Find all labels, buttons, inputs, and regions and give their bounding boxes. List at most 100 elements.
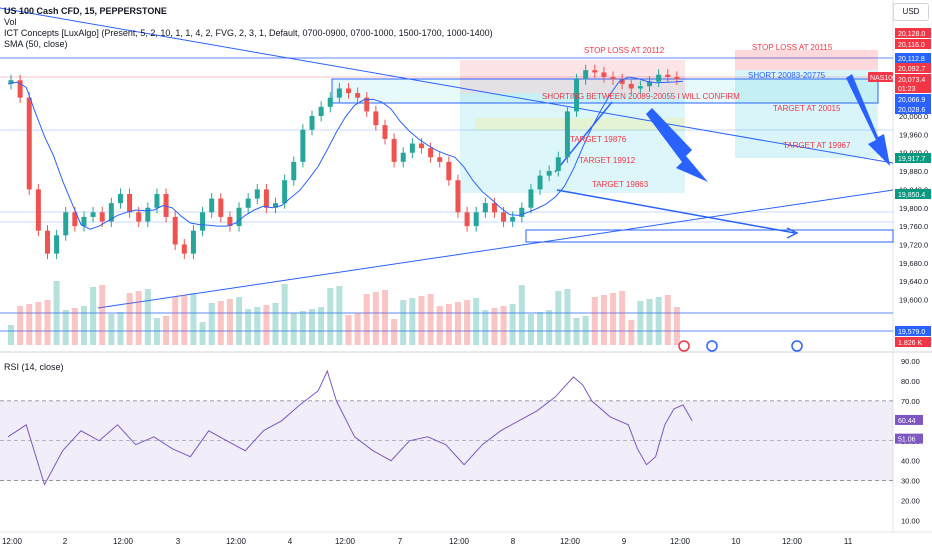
rsi-axis-label: 40.00	[901, 457, 920, 466]
chart-annotation: STOP LOSS AT 20112	[584, 46, 665, 55]
volume-bar	[236, 297, 243, 345]
currency-button[interactable]: USD	[893, 3, 929, 21]
candle-body	[656, 74, 662, 82]
volume-bar	[35, 302, 42, 345]
candle-body	[373, 111, 379, 126]
candle-body	[628, 83, 634, 89]
rsi-value-tag-bg	[895, 414, 923, 425]
rsi-axis-label: 80.00	[901, 377, 920, 386]
price-axis-label: 19,760.0	[899, 222, 928, 231]
volume-bar	[217, 301, 224, 345]
rsi-axis-label: 70.00	[901, 397, 920, 406]
time-axis-label: 12:00	[670, 537, 691, 546]
symbol-tag-label: NAS100	[870, 75, 896, 82]
time-axis-label: 12:00	[2, 537, 23, 546]
time-axis-label: 2	[63, 537, 68, 546]
volume-bar	[582, 316, 589, 345]
volume-bar	[44, 300, 51, 345]
chart-annotation: TARGET AT 20015	[773, 104, 841, 113]
rsi-value-tag: 60.44	[898, 418, 916, 425]
volume-bar	[8, 325, 14, 345]
candle-body	[446, 161, 452, 181]
volume-bar	[126, 293, 133, 345]
volume-bar	[226, 299, 233, 345]
candle-body	[482, 203, 488, 213]
volume-bar	[600, 295, 607, 345]
stop-loss-zone-right	[735, 50, 878, 70]
price-axis-label: 19,960.0	[899, 130, 928, 139]
volume-bar	[491, 308, 498, 345]
candle-body	[455, 180, 461, 213]
volume-bar	[391, 319, 398, 345]
time-axis-label: 12:00	[335, 537, 356, 546]
volume-bar	[117, 312, 124, 345]
volume-bar	[454, 302, 461, 345]
candle-body	[227, 216, 233, 227]
time-axis-label: 9	[622, 537, 627, 546]
price-tag-bg	[895, 83, 931, 93]
candle-body	[501, 212, 507, 222]
candle-body	[619, 79, 625, 84]
candle-body	[519, 207, 525, 217]
rsi-axis-label: 90.00	[901, 357, 920, 366]
candle-body	[181, 244, 187, 254]
candle-body	[583, 70, 589, 80]
volume-bar	[71, 308, 78, 345]
volume-bar	[464, 300, 471, 345]
candle-body	[108, 203, 114, 222]
candle-body	[647, 81, 653, 87]
time-axis-label: 11	[844, 537, 853, 546]
candle-body	[382, 125, 388, 139]
price-tag-bg	[895, 189, 931, 199]
time-axis-label: 8	[511, 537, 516, 546]
candle-body	[674, 77, 680, 80]
volume-bar	[26, 304, 33, 345]
volume-bar	[610, 293, 617, 345]
candle-body	[99, 212, 105, 222]
candle-body	[400, 152, 406, 162]
event-marker-icon	[706, 340, 718, 352]
volume-bar	[591, 297, 598, 345]
volume-bar	[281, 284, 288, 345]
candle-body	[601, 72, 607, 78]
candle-body	[437, 157, 443, 162]
candle-body	[218, 198, 224, 217]
projection-arrow-head	[786, 227, 799, 239]
candle-body	[491, 203, 497, 213]
volume-bar	[555, 291, 562, 345]
price-tag-bg	[895, 326, 931, 336]
volume-bar	[573, 318, 580, 345]
candle-body	[555, 157, 561, 172]
chart-annotation: SHORTING BETWEEN 20089-20055 I WILL CONF…	[542, 92, 740, 101]
volume-bar	[500, 306, 507, 345]
volume-bar	[527, 314, 534, 345]
candle-body	[564, 111, 570, 158]
candle-body	[428, 148, 434, 158]
candle-body	[117, 193, 123, 204]
volume-bar	[409, 298, 416, 345]
volume-series	[8, 281, 680, 345]
rsi-signal-tag: 51.06	[898, 437, 916, 444]
volume-bar	[181, 295, 188, 345]
price-axis-label: 19,720.0	[899, 240, 928, 249]
volume-bar	[564, 289, 571, 345]
candle-body	[44, 230, 50, 254]
time-axis-label: 10	[732, 537, 741, 546]
price-axis-label: 19,680.0	[899, 259, 928, 268]
volume-bar	[135, 291, 142, 345]
volume-indicator-label: Vol	[4, 17, 17, 27]
volume-bar	[153, 318, 160, 345]
candle-body	[473, 212, 479, 227]
price-tag-bg	[895, 337, 931, 347]
candle-body	[282, 180, 288, 204]
volume-bar	[80, 306, 87, 345]
candle-body	[364, 97, 370, 112]
time-axis-label: 7	[398, 537, 403, 546]
chart-annotation: TARGET AT 19967	[783, 141, 851, 150]
candle-body	[327, 97, 333, 107]
candle-body	[610, 77, 616, 80]
volume-bar	[537, 312, 544, 345]
candle-body	[136, 212, 142, 222]
price-tag-label: 20,116.0	[898, 42, 925, 49]
